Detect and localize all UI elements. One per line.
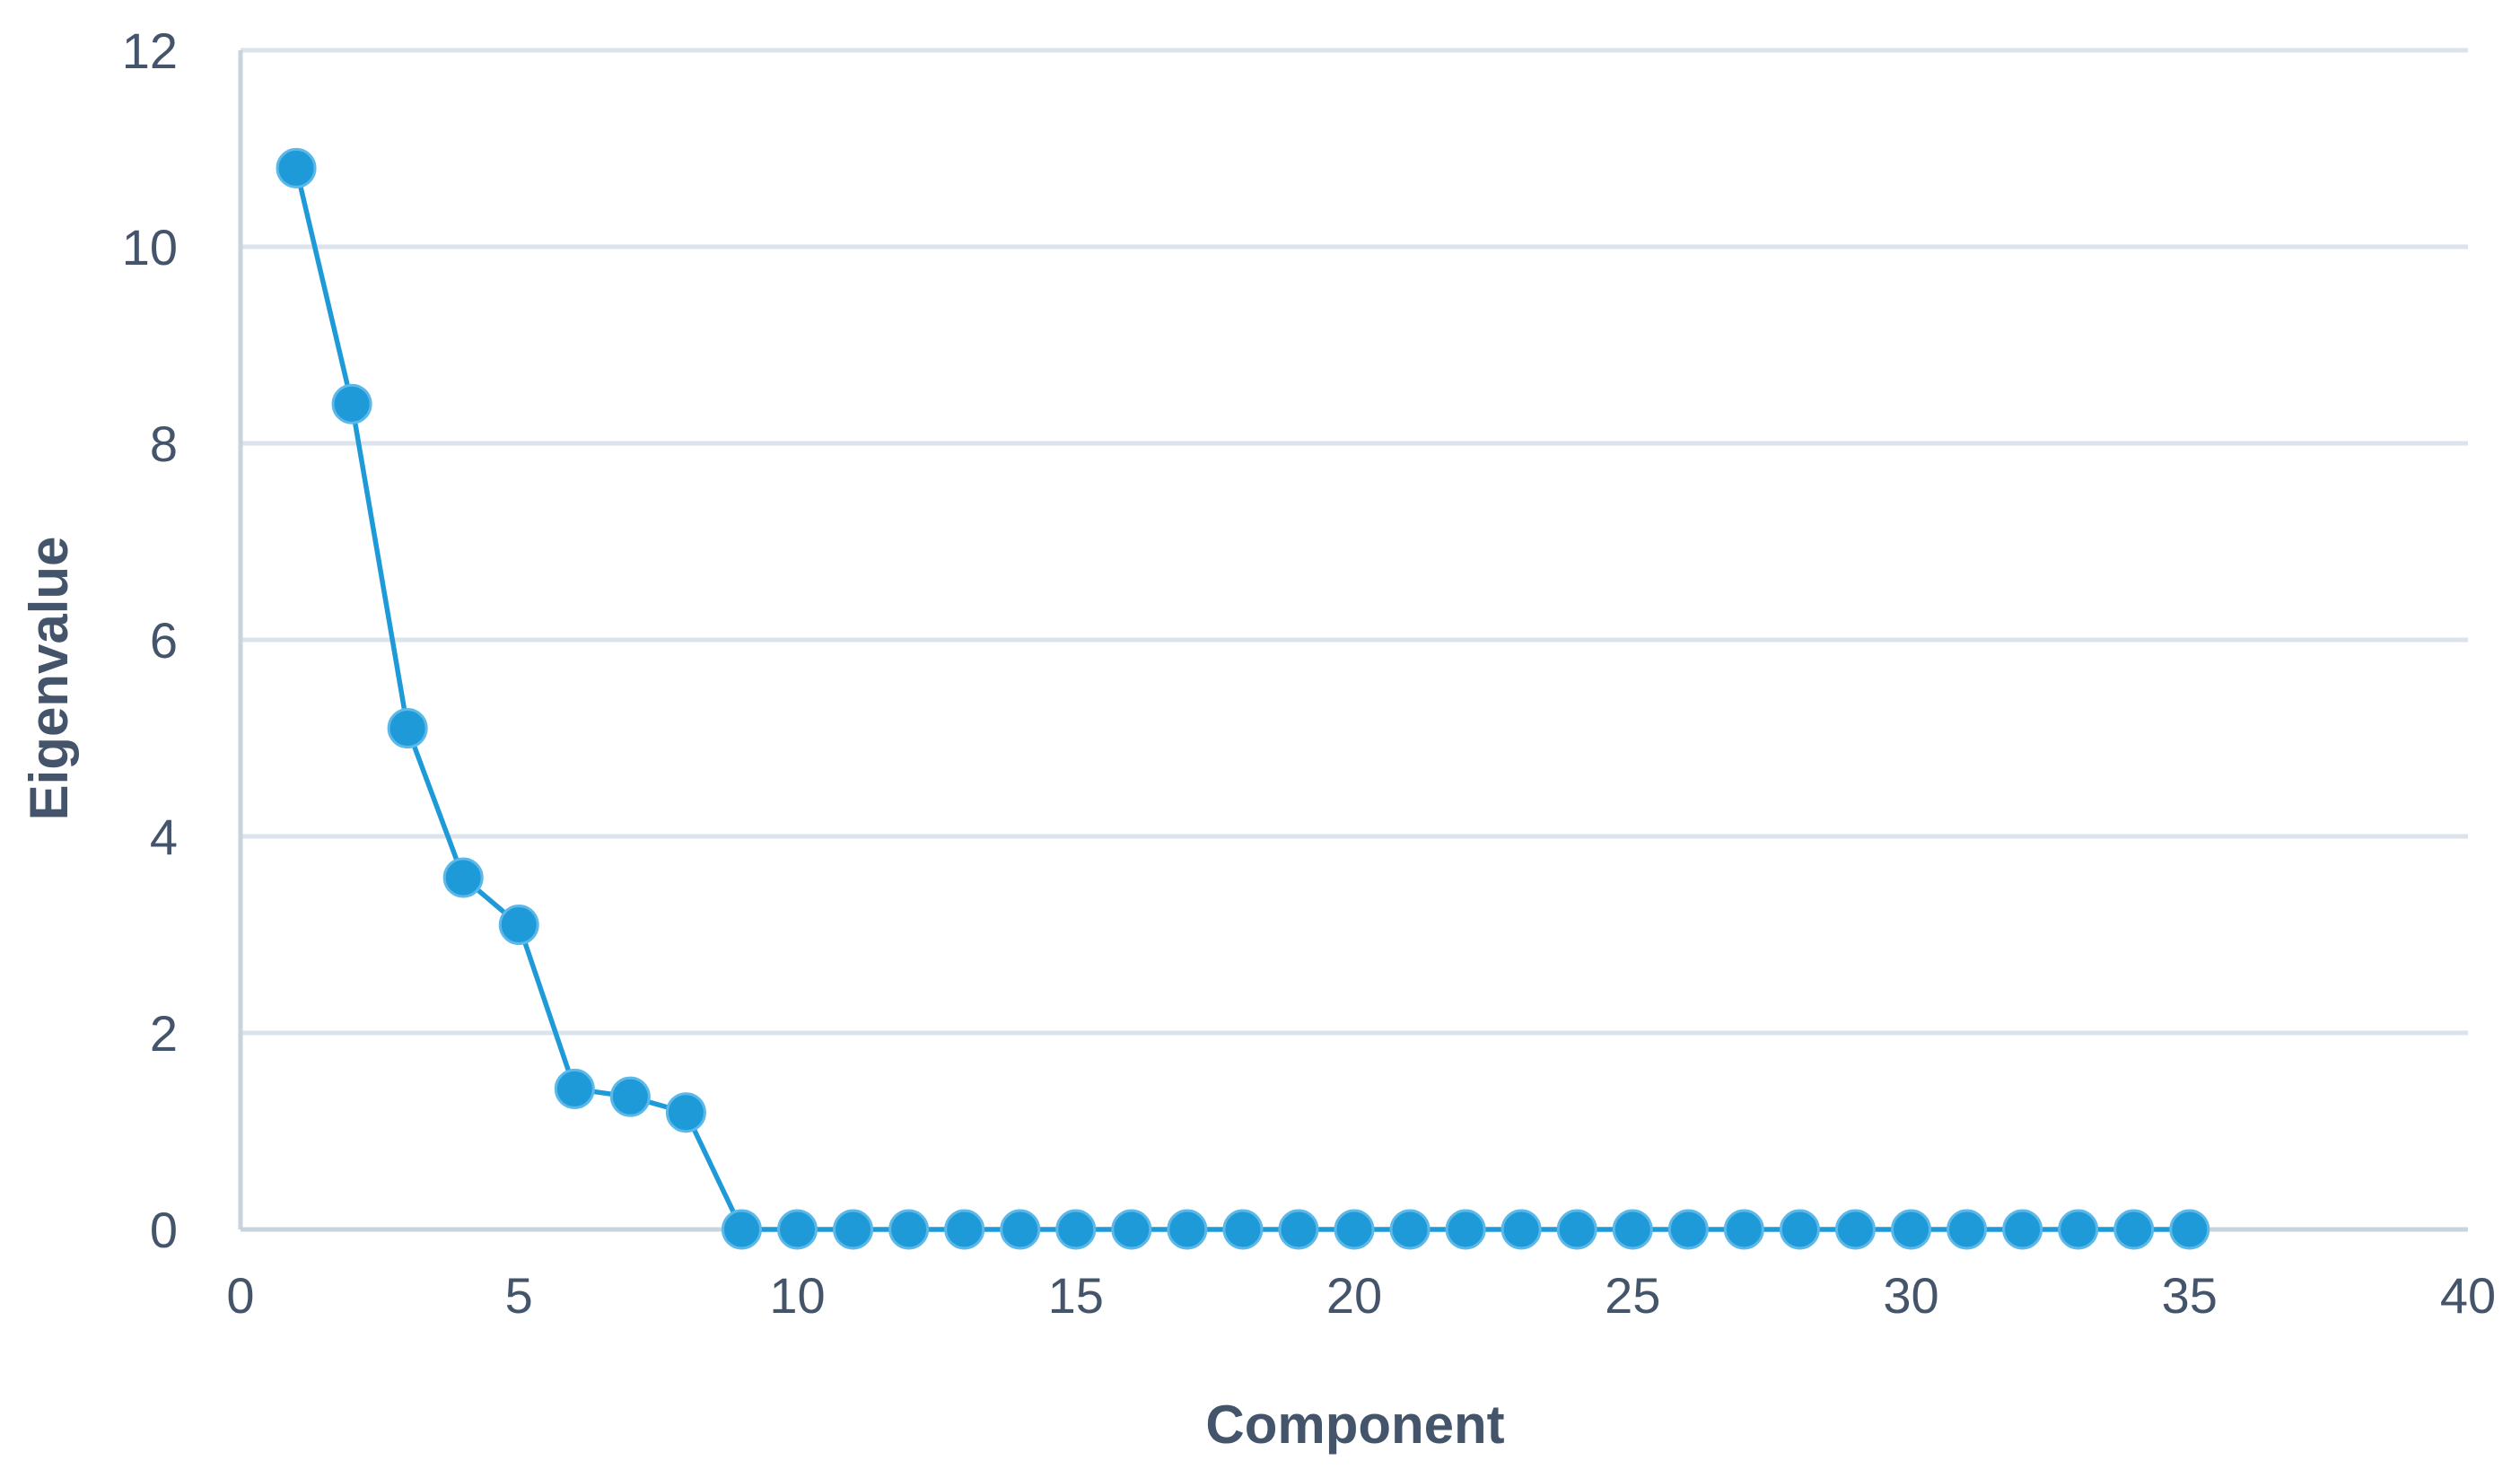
x-tick-label: 25 [1605,1267,1660,1324]
x-tick-label: 5 [505,1267,533,1324]
data-point [1556,1209,1597,1250]
data-point [1055,1209,1097,1250]
data-point [777,1209,818,1250]
data-point [1389,1209,1431,1250]
x-tick-label: 20 [1326,1267,1382,1324]
data-point [1501,1209,1542,1250]
y-tick-label: 2 [150,1005,178,1062]
series-group [276,147,2210,1250]
data-point [1723,1209,1764,1250]
y-tick-label: 8 [150,415,178,472]
data-point [1612,1209,1653,1250]
data-point [2113,1209,2155,1250]
y-tick-label: 10 [122,219,178,275]
data-point [276,147,317,188]
data-point [888,1209,930,1250]
y-tick-label: 12 [122,22,178,79]
data-point [1947,1209,1988,1250]
data-point [442,857,484,898]
data-point [331,383,372,424]
data-point [387,708,428,749]
gridlines [241,48,2468,1036]
x-tick-label: 10 [769,1267,825,1324]
data-point [2169,1209,2210,1250]
x-tick-label: 0 [226,1267,254,1324]
y-tick-label: 0 [150,1202,178,1258]
data-point [2002,1209,2043,1250]
data-point [833,1209,874,1250]
data-point [1667,1209,1709,1250]
data-point [1278,1209,1319,1250]
data-point [2058,1209,2099,1250]
x-tick-label: 40 [2440,1267,2496,1324]
data-point [721,1209,762,1250]
data-point [1222,1209,1264,1250]
x-tick-label: 30 [1883,1267,1938,1324]
x-tick-label: 15 [1048,1267,1104,1324]
tick-labels: 0 2 4 6 8 10 12 0 5 10 15 20 25 30 35 40 [122,22,2496,1324]
data-point [498,905,539,946]
data-point [944,1209,985,1250]
data-point [609,1076,651,1117]
data-point [1445,1209,1486,1250]
data-point [554,1068,595,1109]
data-point [1834,1209,1876,1250]
data-point [1334,1209,1375,1250]
data-point [1167,1209,1208,1250]
data-point [1779,1209,1820,1250]
data-point [665,1092,706,1133]
x-axis-title: Component [1205,1395,1504,1455]
y-tick-label: 4 [150,809,178,865]
data-point [1000,1209,1041,1250]
data-point [1891,1209,1931,1250]
y-axis-title: Eigenvalue [19,537,79,821]
x-tick-label: 35 [2162,1267,2218,1324]
y-tick-label: 6 [150,612,178,669]
data-point [1111,1209,1152,1250]
